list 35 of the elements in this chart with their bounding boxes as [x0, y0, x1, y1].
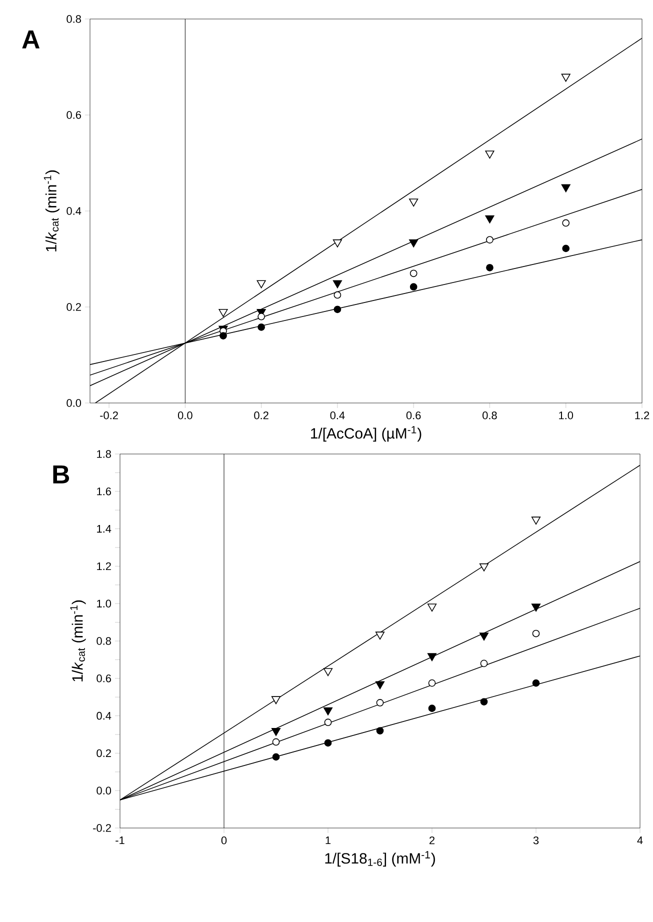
x-axis-title: 1/[AcCoA] (µM$^{-1}$)	[311, 426, 422, 442]
x-tick-label: 0.4	[330, 412, 345, 420]
x-tick-label: 4	[637, 836, 643, 844]
x-tick-label: -1	[116, 836, 124, 844]
y-axis-title: 1/k$_{cat}$ (min$^{-1}$)	[70, 600, 86, 682]
x-tick-label: 0.6	[406, 412, 421, 420]
x-tick-label: 0.8	[482, 412, 497, 420]
y-tick-label: 0.0	[96, 786, 112, 794]
text: A	[22, 30, 40, 48]
text: B	[53, 466, 70, 484]
y-tick-label: 0.6	[66, 111, 81, 119]
y-tick-label: -0.2	[93, 824, 111, 832]
x-tick-label: 1	[326, 836, 331, 844]
y-tick-label: 0.4	[66, 207, 82, 215]
x-tick-label: 1.2	[635, 412, 650, 420]
x-axis-title: 1/[S18$_{1-6}$] (mM$^{-1}$)	[325, 851, 435, 867]
x-tick-label: 2	[430, 836, 435, 844]
y-tick-label: 0.4	[96, 712, 112, 720]
y-tick-label: 1.0	[97, 600, 112, 608]
x-tick-label: 3	[533, 836, 539, 844]
y-tick-label: 1.6	[97, 488, 111, 496]
y-tick-label: 0.6	[96, 674, 111, 682]
y-tick-label: 0.8	[66, 15, 81, 23]
y-tick-label: 0.0	[66, 399, 82, 407]
y-tick-label: 0.2	[96, 749, 111, 758]
x-tick-label: 0	[221, 836, 227, 844]
y-tick-label: 1.2	[97, 562, 111, 570]
x-tick-label: 0.2	[254, 412, 268, 420]
x-tick-label: 0.0	[178, 412, 192, 420]
y-tick-label: 1.4	[97, 525, 112, 533]
y-tick-label: 0.8	[96, 637, 111, 645]
x-tick-label: 1.0	[559, 412, 574, 420]
y-tick-label: 0.2	[66, 303, 81, 311]
y-axis-title: 1/k$_{cat}$ (min$^{-1}$)	[44, 170, 60, 252]
y-tick-label: 1.8	[97, 450, 111, 458]
